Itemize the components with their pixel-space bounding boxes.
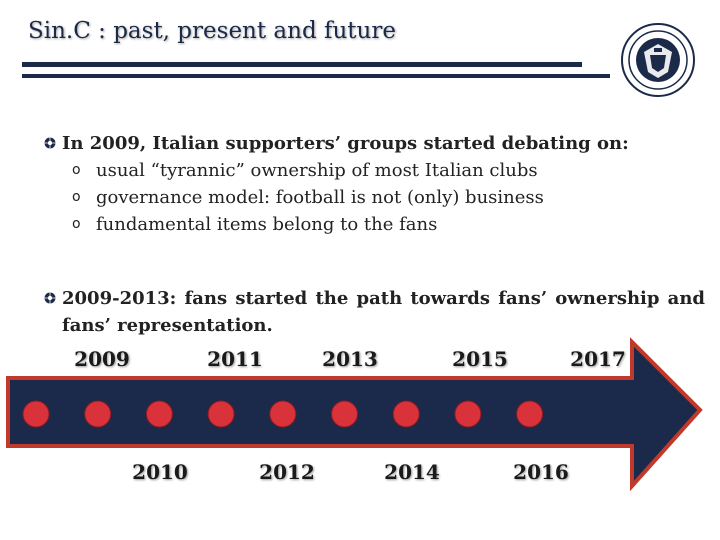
timeline-year-label: 2011 xyxy=(207,347,263,371)
timeline-year-label: 2014 xyxy=(384,460,440,484)
list-item: o usual “tyrannic” ownership of most Ita… xyxy=(44,157,694,184)
timeline-year-label: 2017 xyxy=(570,347,626,371)
sub-list: o usual “tyrannic” ownership of most Ita… xyxy=(44,157,694,238)
bullet-point-1: In 2009, Italian supporters’ groups star… xyxy=(44,130,694,238)
ball-bullet-icon xyxy=(44,137,56,149)
timeline-dots xyxy=(22,400,544,428)
timeline-year-label: 2013 xyxy=(322,347,378,371)
timeline-dot xyxy=(331,400,358,428)
timeline-year-label: 2015 xyxy=(452,347,508,371)
bullet-1-text: In 2009, Italian supporters’ groups star… xyxy=(62,133,629,154)
sub-bullet-marker: o xyxy=(72,216,81,232)
bullet-point-2: 2009-2013: fans started the path towards… xyxy=(44,285,705,339)
list-item: o governance model: football is not (onl… xyxy=(44,184,694,211)
timeline-dot xyxy=(84,400,112,428)
sub-bullet-marker: o xyxy=(72,162,81,178)
title-rule-bottom xyxy=(22,74,610,78)
club-crest-icon xyxy=(621,23,695,97)
timeline-dot xyxy=(145,400,173,428)
timeline-year-label: 2010 xyxy=(132,460,188,484)
ball-bullet-icon xyxy=(44,292,56,304)
timeline-dot xyxy=(207,400,235,428)
timeline-dot xyxy=(454,400,482,428)
bullet-2-line-2: fans’ representation. xyxy=(62,315,273,336)
timeline-year-label: 2016 xyxy=(513,460,569,484)
sub-bullet-marker: o xyxy=(72,189,81,205)
bullet-2-line-1: 2009-2013: fans started the path towards… xyxy=(62,288,705,309)
timeline-dot xyxy=(392,400,420,428)
sub-item-text: usual “tyrannic” ownership of most Itali… xyxy=(96,160,538,181)
sub-item-text: governance model: football is not (only)… xyxy=(96,187,544,208)
title-rule-top xyxy=(22,62,582,67)
timeline-dot xyxy=(516,400,544,428)
slide-title: Sin.C : past, present and future xyxy=(28,18,396,44)
sub-item-text: fundamental items belong to the fans xyxy=(96,214,438,235)
timeline-dot xyxy=(269,400,297,428)
timeline-dot xyxy=(22,400,50,428)
timeline-year-label: 2009 xyxy=(74,347,130,371)
timeline-year-label: 2012 xyxy=(259,460,315,484)
list-item: o fundamental items belong to the fans xyxy=(44,211,694,238)
